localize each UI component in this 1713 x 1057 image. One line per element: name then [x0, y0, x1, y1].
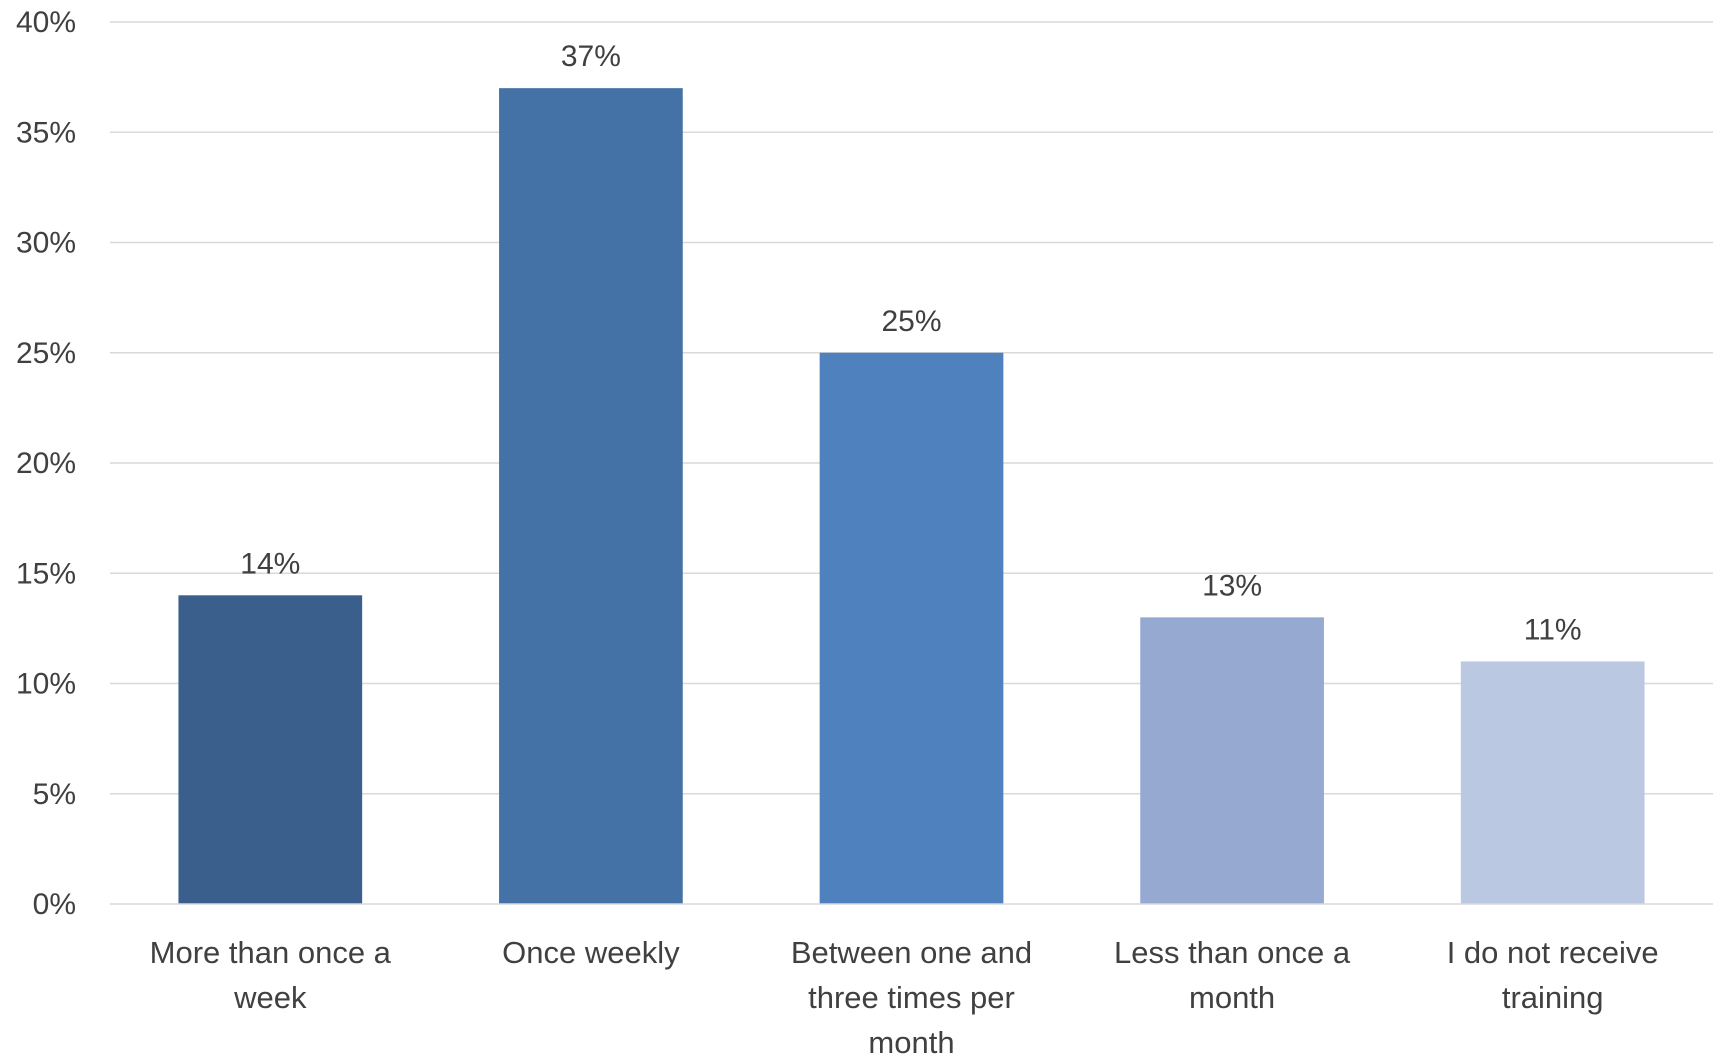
data-labels: 14% 37% 25% 13% 11%	[240, 40, 1581, 646]
bar	[499, 88, 683, 904]
bar	[1140, 617, 1324, 904]
x-category-label: More than once a week	[150, 935, 392, 1015]
x-category-label-line: three times per	[808, 980, 1015, 1015]
bar	[819, 352, 1004, 904]
x-category-label: Less than once a month	[1114, 935, 1351, 1015]
y-tick-label: 20%	[16, 447, 76, 480]
x-category-label: Once weekly	[502, 935, 680, 970]
y-tick-label: 25%	[16, 337, 76, 370]
y-tick-label: 0%	[33, 888, 76, 921]
bar	[178, 595, 363, 904]
bar	[1460, 661, 1645, 904]
x-category-label: Between one and three times per month	[791, 935, 1032, 1057]
y-tick-label: 30%	[16, 227, 76, 260]
data-label: 25%	[881, 305, 941, 338]
data-label: 11%	[1524, 613, 1582, 646]
data-label: 37%	[561, 40, 621, 73]
x-axis-category-labels: More than once a week Once weekly Between o…	[150, 935, 1659, 1057]
y-tick-label: 5%	[33, 778, 76, 811]
y-tick-label: 35%	[16, 116, 76, 149]
y-axis-tick-labels: 0% 5% 10% 15% 20% 25% 30% 35% 40%	[16, 6, 76, 921]
y-tick-label: 40%	[16, 6, 76, 39]
x-category-label-line: week	[233, 980, 307, 1015]
x-category-label-line: month	[868, 1025, 954, 1057]
x-category-label-line: Between one and	[791, 935, 1032, 970]
x-category-label: I do not receive training	[1447, 935, 1659, 1015]
y-tick-label: 15%	[16, 557, 76, 590]
x-category-label-line: Once weekly	[502, 935, 680, 970]
x-category-label-line: month	[1189, 980, 1275, 1015]
data-label: 14%	[240, 547, 300, 580]
x-category-label-line: I do not receive	[1447, 935, 1659, 970]
bars	[178, 88, 1645, 904]
x-category-label-line: Less than once a	[1114, 935, 1351, 970]
x-category-label-line: More than once a	[150, 935, 392, 970]
y-tick-label: 10%	[16, 668, 76, 701]
data-label: 13%	[1202, 569, 1262, 602]
x-category-label-line: training	[1502, 980, 1604, 1015]
